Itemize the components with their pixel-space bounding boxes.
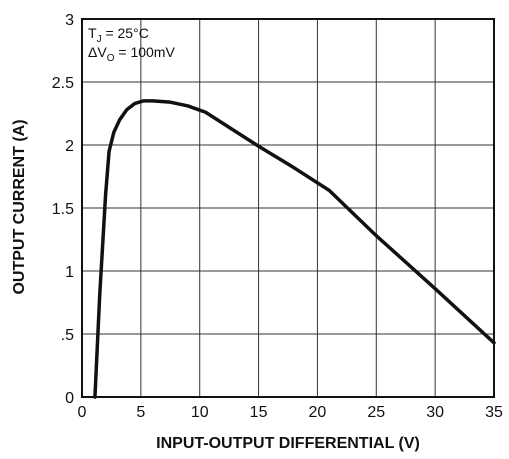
y-tick-label: 1: [65, 264, 74, 281]
y-tick-label: 3: [65, 12, 74, 29]
y-axis-title: OUTPUT CURRENT (A): [11, 119, 28, 294]
x-tick-label: 15: [250, 404, 268, 421]
y-tick-label: 2: [65, 138, 74, 155]
x-tick-label: 35: [485, 404, 503, 421]
x-tick-labels: 0 5 10 15 20 25 30 35: [78, 404, 503, 421]
annotation: TJ = 25°C ΔVO = 100mV: [88, 25, 175, 64]
x-tick-label: 20: [309, 404, 327, 421]
x-tick-label: 0: [78, 404, 87, 421]
x-tick-label: 5: [136, 404, 145, 421]
x-tick-label: 25: [367, 404, 385, 421]
series-line-1: [93, 99, 496, 399]
annotation-line-1: TJ = 25°C: [88, 25, 149, 45]
series-layer: [93, 99, 496, 399]
plot-frame: [81, 18, 495, 398]
x-axis-title: INPUT-OUTPUT DIFFERENTIAL (V): [156, 435, 420, 452]
y-tick-label: 0: [65, 390, 74, 407]
x-tick-label: 30: [426, 404, 444, 421]
x-tick-label: 10: [191, 404, 209, 421]
grid: [82, 19, 494, 397]
y-tick-label: 2.5: [52, 75, 74, 92]
annotation-line-2: ΔVO = 100mV: [88, 44, 175, 64]
y-tick-labels: 0 .5 1 1.5 2 2.5 3: [52, 12, 74, 407]
y-tick-label: .5: [61, 327, 74, 344]
y-tick-label: 1.5: [52, 201, 74, 218]
